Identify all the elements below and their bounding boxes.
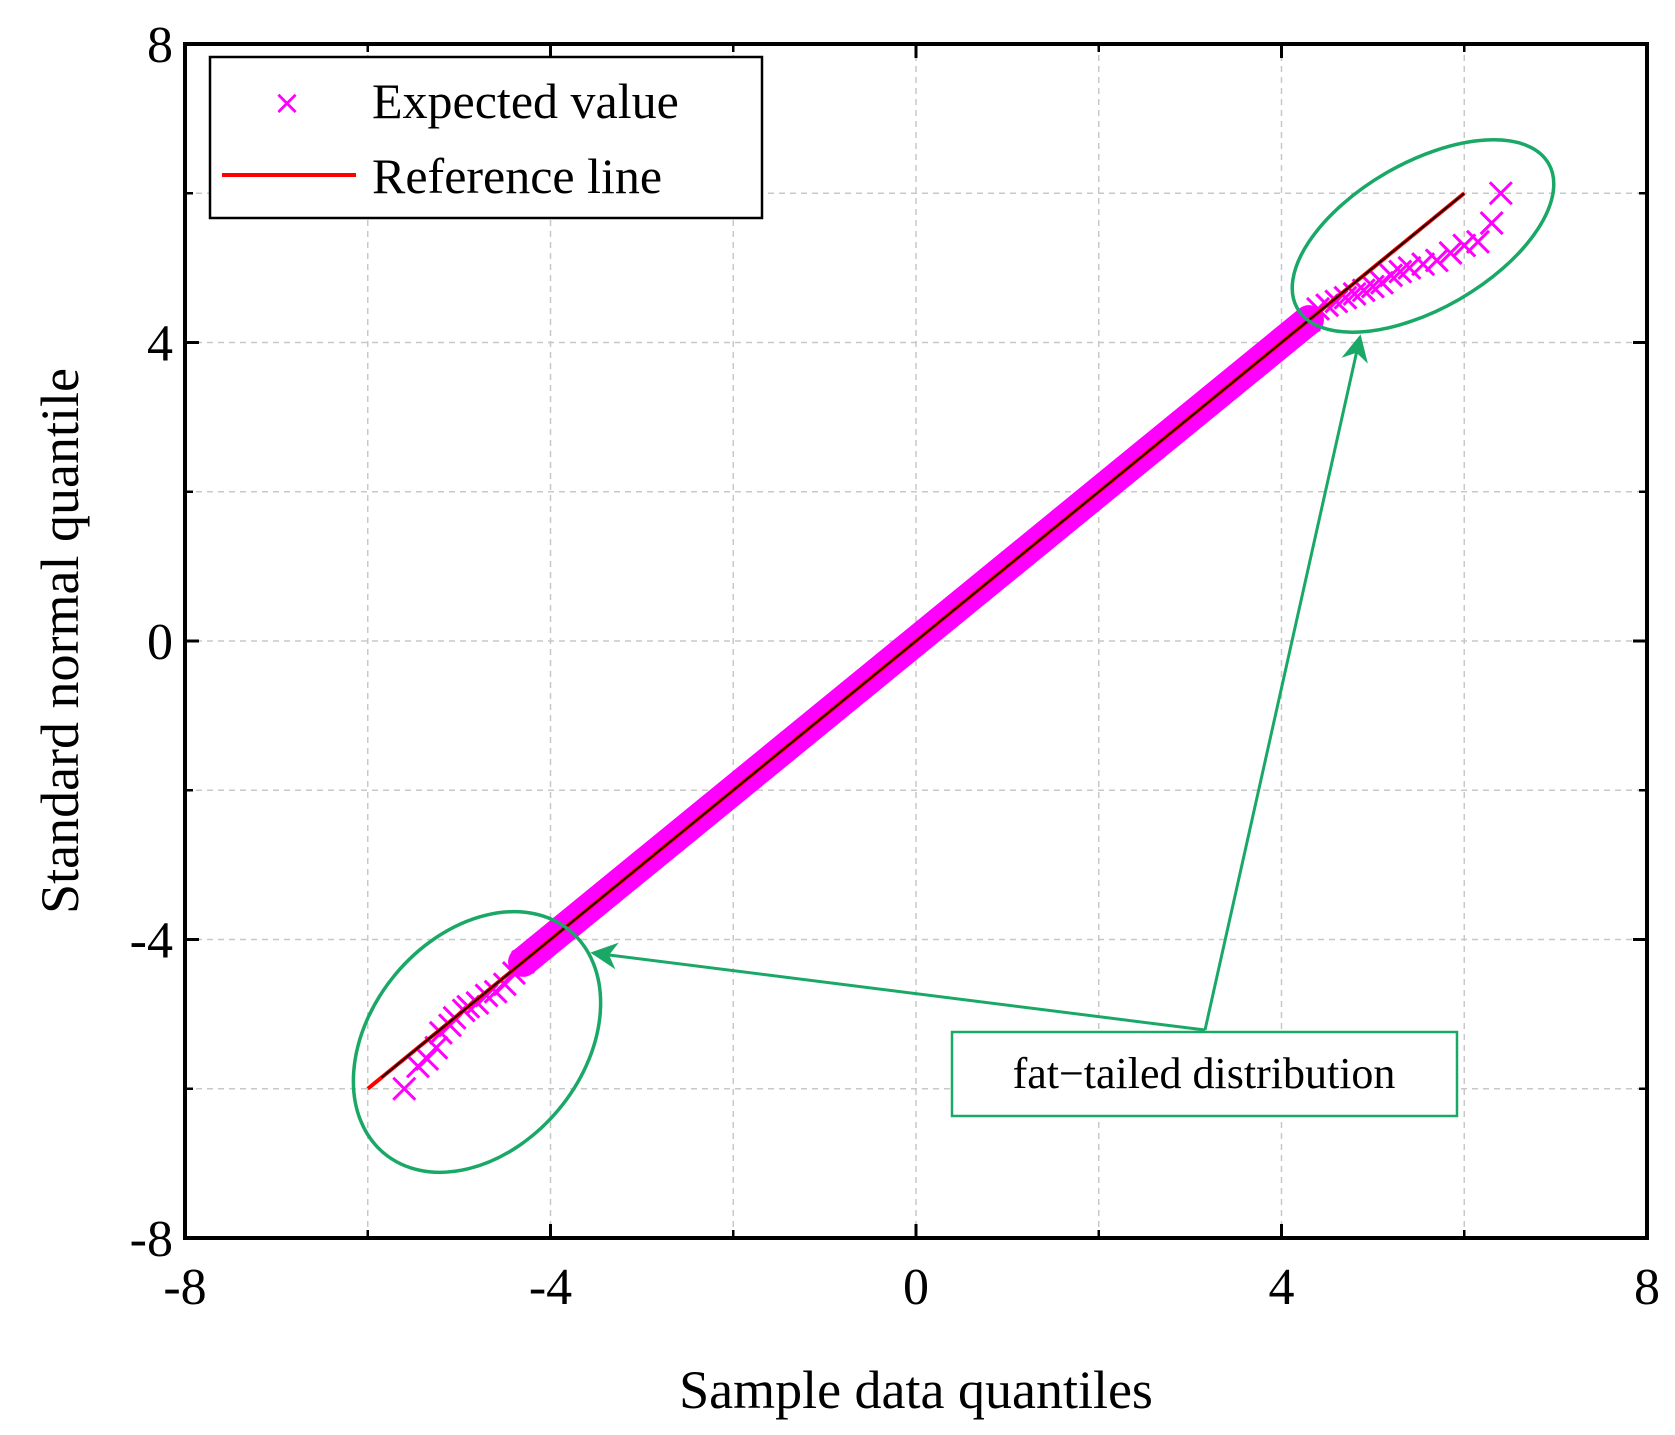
expected-value-point bbox=[1465, 229, 1491, 254]
expected-value-point bbox=[1411, 252, 1436, 277]
axis-ticks: -8 -4 0 4 8 -8 -4 0 4 8 bbox=[130, 17, 1660, 1316]
legend-label-expected-value: Expected value bbox=[372, 73, 679, 129]
y-tick-label: 4 bbox=[147, 316, 173, 373]
expected-value-point bbox=[392, 1076, 417, 1101]
reference-line-core bbox=[380, 192, 1465, 1079]
y-tick-label: 0 bbox=[147, 614, 173, 671]
x-tick-label: 0 bbox=[903, 1259, 929, 1316]
y-tick-label: -4 bbox=[130, 913, 173, 970]
legend-box bbox=[208, 55, 764, 220]
legend-marker-expected-value: × bbox=[273, 83, 302, 123]
x-tick-label: -4 bbox=[529, 1259, 572, 1316]
y-tick-label: -8 bbox=[130, 1211, 173, 1268]
expected-value-point bbox=[1488, 181, 1513, 206]
expected-value-point bbox=[1397, 255, 1422, 280]
y-axis-title: Standard normal quantile bbox=[30, 368, 90, 914]
x-tick-label: 8 bbox=[1634, 1259, 1660, 1316]
upper-tail-ellipse bbox=[1290, 138, 1556, 334]
expected-value-point bbox=[1342, 281, 1367, 307]
x-tick-label: 4 bbox=[1269, 1259, 1295, 1316]
expected-value-point bbox=[1479, 211, 1504, 236]
x-axis-title: Sample data quantiles bbox=[679, 1360, 1153, 1420]
arrow-to-lower-tail bbox=[590, 942, 1206, 1032]
expected-value-point bbox=[1424, 248, 1449, 273]
legend-label-reference-line: Reference line bbox=[372, 148, 662, 204]
expected-value-point bbox=[1438, 240, 1463, 266]
reference-line-layer bbox=[366, 191, 1466, 1091]
annotation-text: fat−tailed distribution bbox=[1013, 1049, 1396, 1098]
x-tick-label: -8 bbox=[163, 1259, 206, 1316]
fat-tail-annotation: fat−tailed distribution bbox=[351, 138, 1556, 1175]
lower-tail-ellipse bbox=[351, 909, 603, 1175]
annotation-box bbox=[950, 1030, 1459, 1118]
legend: × Expected value Reference line bbox=[208, 55, 764, 220]
arrow-to-upper-tail bbox=[1203, 334, 1368, 1031]
y-tick-label: 8 bbox=[147, 17, 173, 74]
expected-value-point bbox=[1452, 233, 1477, 258]
